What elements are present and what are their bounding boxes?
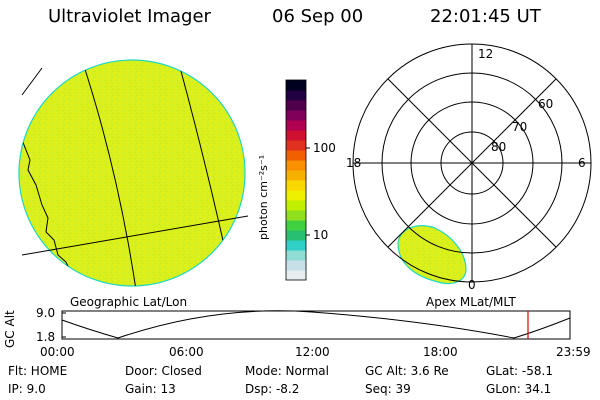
aurora-oval-patch [397, 225, 467, 285]
lat-label-80: 80 [491, 140, 507, 154]
colorbar-segment [286, 130, 306, 141]
dsp-value: Dsp: -8.2 [245, 382, 300, 396]
coastline [21, 139, 81, 286]
earth-disk [18, 59, 246, 287]
ip-value: IP: 9.0 [8, 382, 46, 396]
mode-value: Mode: Normal [245, 364, 329, 378]
mlt-spoke [387, 78, 557, 248]
mlt-label-12: 12 [478, 47, 494, 61]
time-tick-1200: 12:00 [295, 345, 330, 359]
longitude-line [21, 67, 43, 96]
colorbar-segment [286, 140, 306, 151]
colorbar-label-10: 10 [313, 228, 329, 242]
gain-value: Gain: 13 [125, 382, 176, 396]
geographic-longitude: GLon: 34.1 [486, 382, 552, 396]
colorbar-segment [286, 220, 306, 231]
altitude-plot [61, 310, 571, 340]
door-status: Door: Closed [125, 364, 202, 378]
altitude-bottom-value: 1.8 [36, 330, 56, 344]
colorbar-segment [286, 230, 306, 241]
geographic-image [18, 59, 249, 287]
color-scale-frame [285, 79, 307, 281]
colorbar-segment [286, 110, 306, 121]
colorbar-segment [286, 210, 306, 221]
colorbar-segment [286, 160, 306, 171]
altitude-curve [61, 310, 571, 339]
colorbar-segment [286, 180, 306, 191]
date-label: 06 Sep 00 [272, 6, 364, 27]
sequence-number: Seq: 39 [365, 382, 411, 396]
time-tick-0600: 06:00 [169, 345, 204, 359]
colorbar-segment [286, 100, 306, 111]
time-tick-2359: 23:59 [556, 345, 591, 359]
colorbar-segment [286, 240, 306, 251]
colorbar-segment [286, 260, 306, 271]
geographic-latitude: GLat: -58.1 [486, 364, 553, 378]
time-tick-1800: 18:00 [423, 345, 458, 359]
colorbar-segment [286, 200, 306, 211]
apex-caption: Apex MLat/MLT [426, 295, 516, 309]
colorbar-segment [286, 190, 306, 201]
time-label: 22:01:45 UT [430, 6, 541, 27]
colorbar-unit-label: photon cm⁻²s⁻¹ [257, 154, 270, 240]
time-tick-0000: 00:00 [40, 345, 75, 359]
altitude-top-value: 9.0 [36, 306, 56, 320]
colorbar-segment [286, 90, 306, 101]
mlt-label-6: 6 [578, 156, 586, 170]
colorbar-segment [286, 250, 306, 261]
mlt-label-0: 0 [468, 278, 476, 292]
altitude-axis-label: GC Alt [3, 310, 17, 348]
colorbar-segment [286, 80, 306, 91]
colorbar-label-100: 100 [313, 141, 336, 155]
flight-status: Flt: HOME [8, 364, 68, 378]
mlt-label-18: 18 [346, 156, 362, 170]
colorbar-segment [286, 150, 306, 161]
colorbar-segment [286, 270, 306, 281]
mlat-mlt-polar-plot [352, 43, 592, 285]
geographic-caption: Geographic Lat/Lon [70, 295, 188, 309]
colorbar-segment [286, 170, 306, 181]
lat-label-60: 60 [538, 97, 554, 111]
color-scale-bar [286, 80, 306, 281]
instrument-title: Ultraviolet Imager [48, 6, 211, 27]
lat-label-70: 70 [512, 120, 528, 134]
gc-altitude: GC Alt: 3.6 Re [365, 364, 449, 378]
longitude-line [81, 60, 137, 286]
altitude-plot-frame [61, 310, 571, 340]
latitude-line [21, 215, 249, 256]
colorbar-segment [286, 120, 306, 131]
